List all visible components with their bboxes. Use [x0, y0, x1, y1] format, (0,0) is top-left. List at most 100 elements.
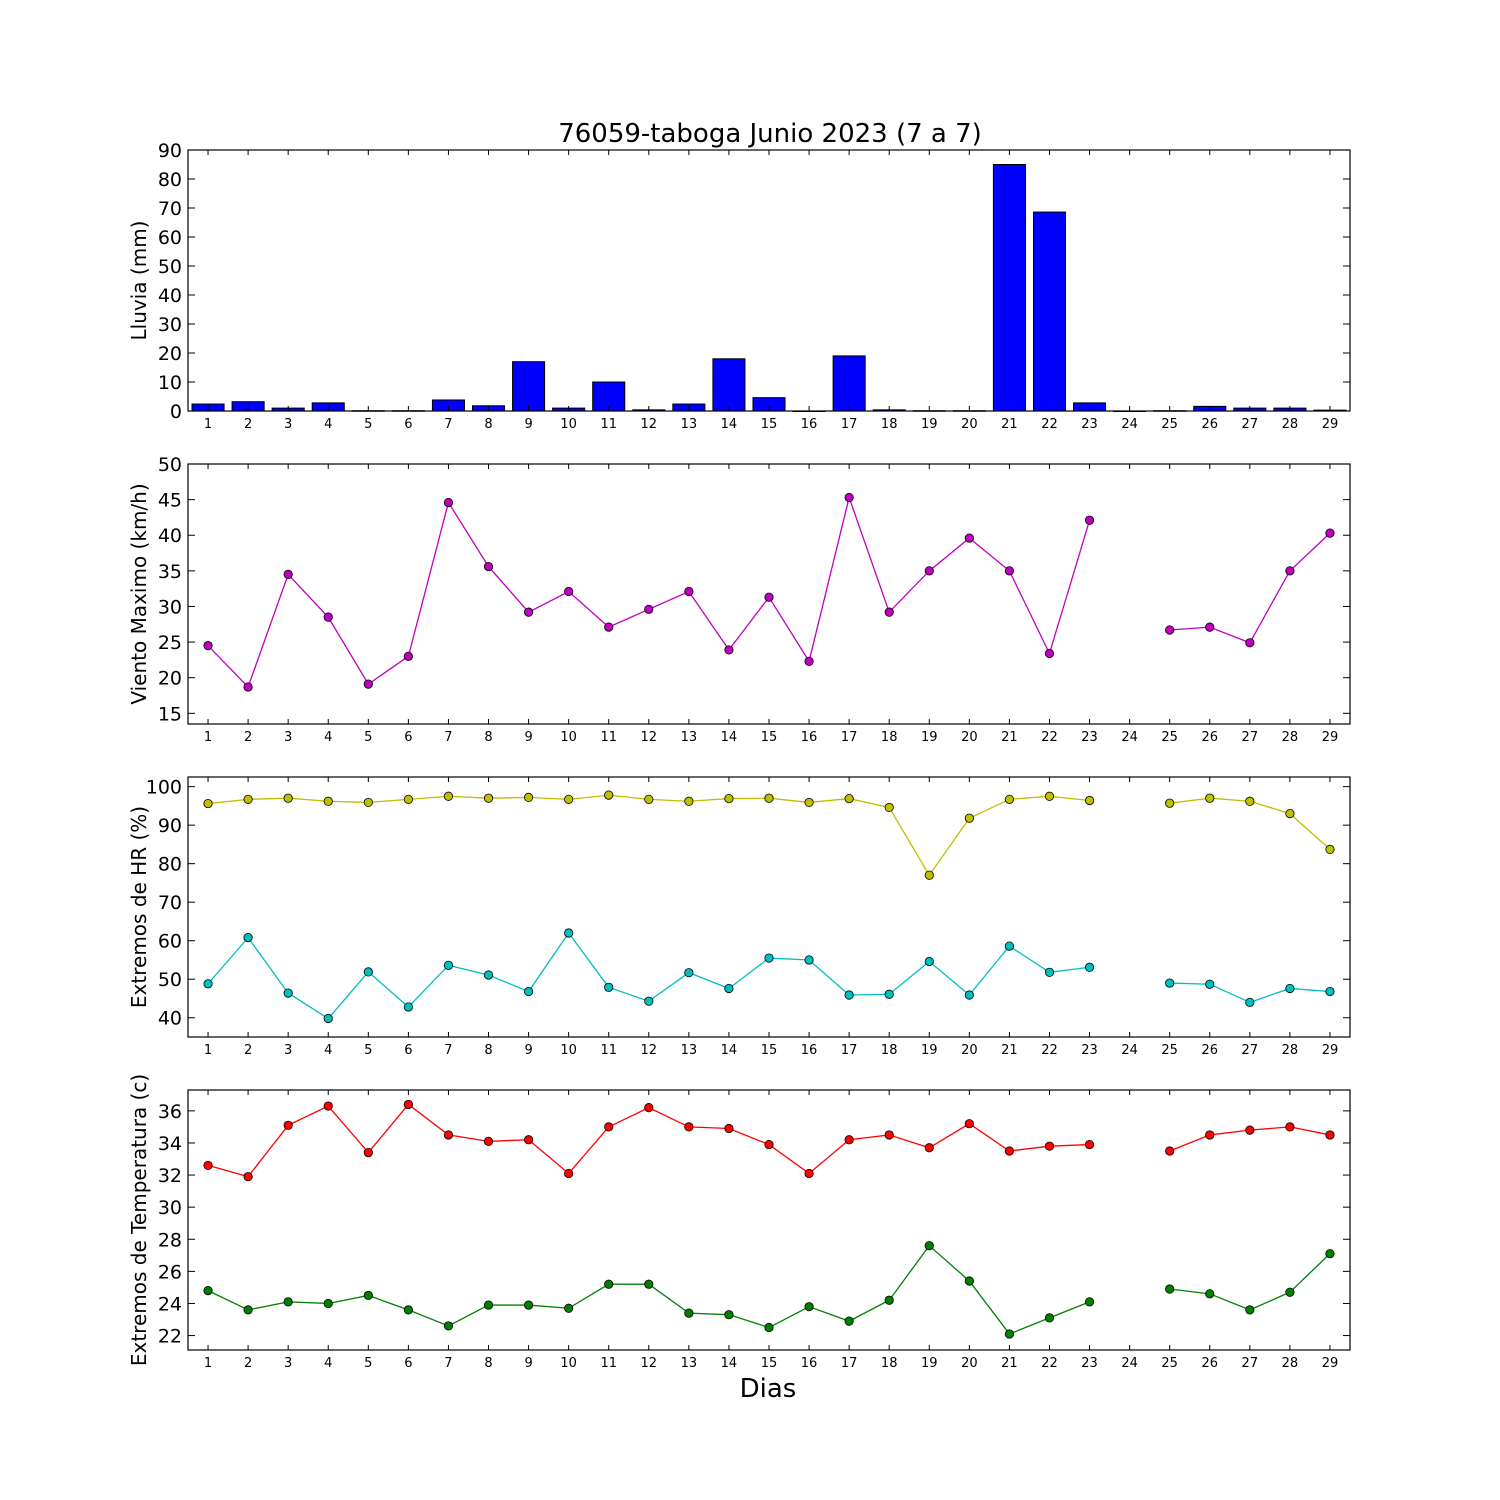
- x-tick-label: 23: [1081, 730, 1098, 745]
- x-tick-label: 5: [364, 1356, 372, 1371]
- x-tick-label: 20: [961, 417, 978, 432]
- y-axis-label: Extremos de HR (%): [127, 806, 151, 1008]
- y-axis-label: Viento Maximo (km/h): [127, 483, 151, 704]
- point-day-7: [443, 497, 454, 508]
- point-day-1: [203, 979, 213, 989]
- x-tick-label: 21: [1001, 730, 1018, 745]
- x-tick-label: 7: [444, 1356, 452, 1371]
- point-day-6: [403, 1099, 413, 1110]
- series-1: [203, 492, 1335, 692]
- x-tick-label: 29: [1322, 730, 1339, 745]
- x-axis-label: Dias: [740, 1374, 797, 1404]
- x-tick-label: 12: [641, 1043, 658, 1058]
- x-tick-label: 19: [921, 1356, 938, 1371]
- x-tick-label: 16: [801, 1356, 818, 1371]
- point-day-19: [924, 566, 934, 576]
- point-day-17: [844, 492, 854, 503]
- y-tick-label: 80: [158, 854, 182, 876]
- x-tick-label: 1: [204, 1356, 212, 1371]
- point-day-11: [604, 1279, 614, 1289]
- point-day-4: [323, 612, 333, 622]
- point-day-10: [564, 586, 574, 597]
- point-day-29: [1325, 1130, 1335, 1140]
- x-tick-label: 6: [404, 730, 412, 745]
- point-day-3: [283, 793, 293, 803]
- x-tick-label: 23: [1081, 417, 1098, 432]
- x-tick-label: 25: [1161, 417, 1178, 432]
- point-day-21: [1004, 941, 1015, 951]
- bar-day-9: [512, 361, 546, 412]
- x-tick-label: 19: [921, 1043, 938, 1058]
- x-tick-label: 29: [1322, 1043, 1339, 1058]
- x-tick-label: 16: [801, 1043, 818, 1058]
- point-day-20: [964, 1276, 974, 1286]
- point-day-20: [964, 533, 974, 543]
- point-day-12: [644, 794, 654, 804]
- x-tick-label: 26: [1201, 1356, 1218, 1371]
- y-tick-label: 90: [158, 140, 182, 162]
- point-day-3: [283, 1120, 293, 1130]
- x-tick-label: 8: [484, 1356, 492, 1371]
- point-day-22: [1044, 648, 1055, 659]
- point-day-22: [1044, 1313, 1055, 1323]
- chart-title: 76059-taboga Junio 2023 (7 a 7): [558, 119, 982, 149]
- point-day-8: [483, 793, 494, 803]
- series-1: [203, 790, 1335, 880]
- x-tick-label: 4: [324, 417, 332, 432]
- point-day-3: [283, 988, 293, 998]
- x-tick-label: 8: [484, 417, 492, 432]
- x-tick-label: 11: [600, 1356, 617, 1371]
- y-tick-label: 60: [158, 227, 182, 249]
- point-day-21: [1004, 1146, 1015, 1156]
- point-day-29: [1325, 986, 1335, 997]
- x-tick-label: 26: [1201, 730, 1218, 745]
- x-tick-label: 19: [921, 417, 938, 432]
- y-tick-label: 0: [170, 401, 182, 423]
- point-day-14: [724, 645, 734, 655]
- x-tick-label: 15: [761, 730, 778, 745]
- x-tick-label: 4: [324, 1356, 332, 1371]
- x-tick-label: 7: [444, 417, 452, 432]
- point-day-1: [203, 1286, 213, 1296]
- point-day-13: [684, 1122, 694, 1132]
- x-tick-label: 16: [801, 730, 818, 745]
- x-tick-label: 28: [1282, 1043, 1299, 1058]
- point-day-11: [604, 622, 614, 632]
- point-day-9: [523, 792, 534, 803]
- point-day-4: [323, 1101, 333, 1111]
- y-tick-label: 22: [158, 1326, 182, 1348]
- x-tick-label: 15: [761, 417, 778, 432]
- x-tick-label: 4: [324, 1043, 332, 1058]
- point-day-1: [203, 1160, 213, 1171]
- x-tick-label: 3: [284, 1356, 292, 1371]
- x-tick-label: 10: [560, 417, 577, 432]
- point-day-18: [884, 607, 894, 617]
- point-day-6: [403, 794, 413, 804]
- x-tick-label: 11: [600, 1043, 617, 1058]
- point-day-27: [1245, 1125, 1255, 1135]
- x-tick-label: 26: [1201, 1043, 1218, 1058]
- y-tick-label: 50: [158, 256, 182, 278]
- point-day-23: [1084, 1297, 1095, 1307]
- x-tick-label: 22: [1041, 417, 1058, 432]
- x-tick-label: 10: [560, 1043, 577, 1058]
- series-2: [203, 1241, 1335, 1339]
- point-day-11: [604, 790, 614, 800]
- x-tick-label: 22: [1041, 730, 1058, 745]
- point-day-9: [523, 607, 534, 617]
- x-tick-label: 5: [364, 1043, 372, 1058]
- point-day-17: [844, 793, 854, 804]
- point-day-11: [604, 1122, 614, 1132]
- y-tick-label: 36: [158, 1101, 182, 1123]
- point-day-10: [564, 1303, 574, 1313]
- point-day-28: [1285, 1122, 1295, 1132]
- point-day-3: [283, 1297, 293, 1307]
- point-day-8: [483, 970, 494, 980]
- x-tick-label: 27: [1242, 1043, 1259, 1058]
- point-day-19: [924, 1241, 934, 1251]
- point-day-8: [483, 1136, 494, 1146]
- panel-4: 1 2 3 4 5 6 7 8 9 10 11 12 13 14 15 16 17 18 19 20 21 22 23 24 2…: [127, 1074, 1351, 1371]
- y-tick-label: 20: [158, 343, 182, 365]
- x-tick-label: 29: [1322, 1356, 1339, 1371]
- x-tick-label: 26: [1201, 417, 1218, 432]
